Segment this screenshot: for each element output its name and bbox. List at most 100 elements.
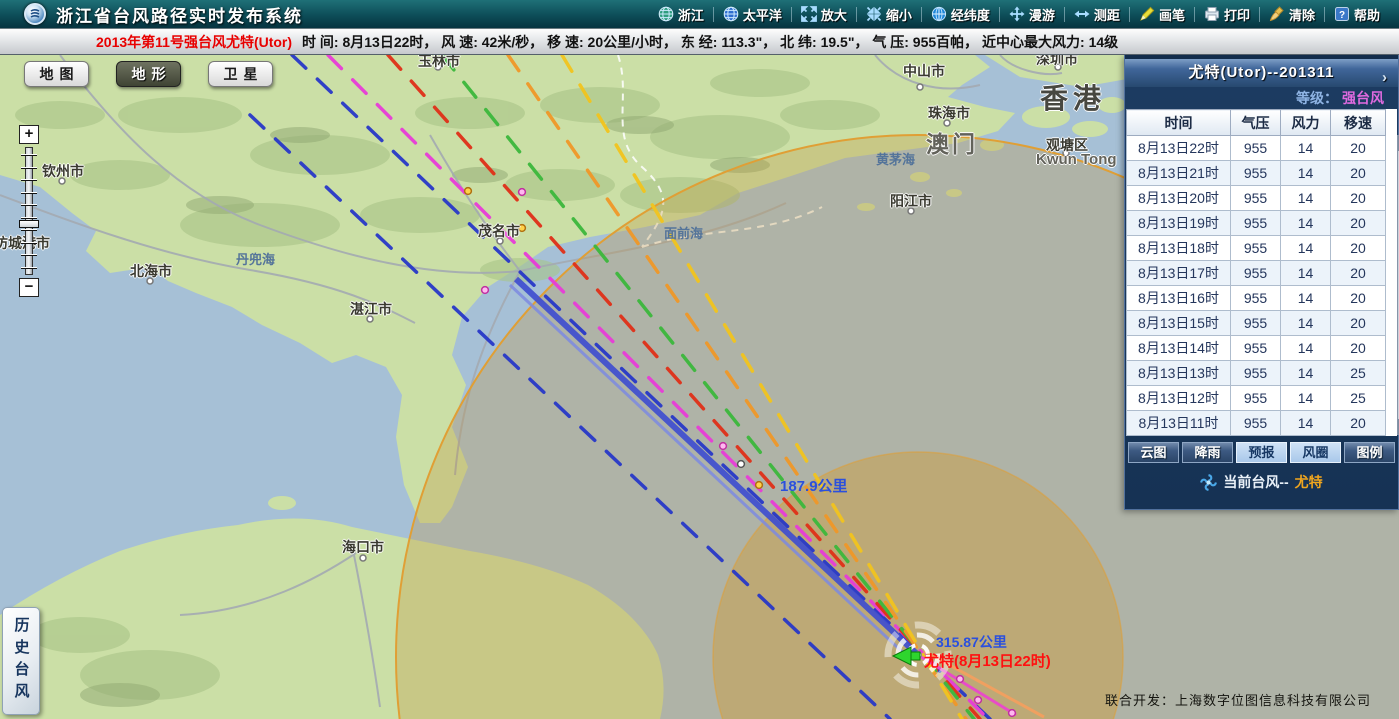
toolbar-button-zoom-in[interactable]: 放大 — [792, 0, 856, 28]
zoom-tick — [21, 216, 37, 219]
toolbar-button-label: 打印 — [1223, 7, 1250, 23]
table-cell: 14 — [1280, 285, 1331, 311]
tab-风圈[interactable]: 风圈 — [1290, 442, 1341, 463]
table-column-header: 气压 — [1230, 109, 1281, 136]
toolbar-button-label: 放大 — [820, 7, 847, 23]
toolbar-separator — [1258, 6, 1260, 22]
tab-降雨[interactable]: 降雨 — [1182, 442, 1233, 463]
table-cell: 20 — [1330, 210, 1386, 236]
toolbar-button-globe-green[interactable]: 浙江 — [649, 0, 713, 28]
tab-云图[interactable]: 云图 — [1128, 442, 1179, 463]
table-row[interactable]: 8月13日11时 955 14 20 — [1126, 410, 1386, 436]
map-type-button-地形[interactable]: 地形 — [116, 61, 181, 87]
zoom-slider[interactable] — [19, 147, 39, 275]
zoom-tick — [21, 166, 37, 169]
table-cell: 955 — [1230, 360, 1281, 386]
zoom-out-button[interactable]: − — [19, 278, 39, 297]
table-row[interactable]: 8月13日17时 955 14 20 — [1126, 260, 1386, 286]
table-cell: 955 — [1230, 285, 1281, 311]
toolbar-button-clear[interactable]: 清除 — [1260, 0, 1324, 28]
table-cell: 14 — [1280, 185, 1331, 211]
table-cell: 25 — [1330, 385, 1386, 411]
toolbar-separator — [712, 6, 714, 22]
table-cell: 955 — [1230, 385, 1281, 411]
table-row[interactable]: 8月13日15时 955 14 20 — [1126, 310, 1386, 336]
toolbar-separator — [1128, 6, 1130, 22]
globe-blue-icon — [723, 6, 739, 22]
map-viewport[interactable]: 玉林市 中山市 深圳市 香港 珠海市 澳门 观塘区 Kwun Tong 黄茅海 阳江市 面前海 茂名市… — [0, 55, 1399, 719]
map-label: 中山市 — [903, 63, 945, 79]
zoom-out-icon — [866, 6, 882, 22]
toolbar-button-globe-blue[interactable]: 太平洋 — [714, 0, 791, 28]
map-label: 海口市 — [342, 539, 384, 555]
table-column-header: 移速 — [1330, 109, 1386, 136]
map-type-button-卫星[interactable]: 卫星 — [208, 61, 273, 87]
forecast-track-green — [440, 55, 976, 719]
table-row[interactable]: 8月13日20时 955 14 20 — [1126, 185, 1386, 211]
toolbar-button-zoom-out[interactable]: 缩小 — [857, 0, 921, 28]
table-cell: 8月13日17时 — [1126, 260, 1231, 286]
typhoon-sidebar: 尤特(Utor)--201311 › 等级： 强台风 时间 气压 风力 移速 8月13… — [1124, 55, 1399, 510]
toolbar-button-pan[interactable]: 漫游 — [1000, 0, 1064, 28]
tab-图例[interactable]: 图例 — [1344, 442, 1395, 463]
table-row[interactable]: 8月13日18时 955 14 20 — [1126, 235, 1386, 261]
table-row[interactable]: 8月13日21时 955 14 20 — [1126, 160, 1386, 186]
zoom-in-button[interactable]: + — [19, 125, 39, 144]
table-row[interactable]: 8月13日14时 955 14 20 — [1126, 335, 1386, 361]
table-cell: 14 — [1280, 260, 1331, 286]
map-label: 钦州市 — [42, 163, 84, 179]
zoom-in-icon — [800, 6, 817, 22]
toolbar-button-label: 测距 — [1093, 7, 1120, 23]
table-cell: 8月13日21时 — [1126, 160, 1231, 186]
typhoon-table-wrap: 时间 气压 风力 移速 8月13日22时 955 14 20 8月13日21时 955 14 20 8… — [1126, 109, 1399, 436]
toolbar-button-print[interactable]: 打印 — [1195, 0, 1259, 28]
table-cell: 14 — [1280, 410, 1331, 436]
tab-预报[interactable]: 预报 — [1236, 442, 1287, 463]
table-cell: 25 — [1330, 360, 1386, 386]
app-logo-icon — [24, 3, 46, 25]
table-cell: 8月13日18时 — [1126, 235, 1231, 261]
typhoon-details: 时 间: 8月13日22时， 风 速: 42米/秒， 移 速: 20公里/小时，… — [302, 33, 1119, 50]
forecast-track-orange — [506, 55, 968, 719]
mainland — [0, 55, 1015, 523]
toolbar-separator — [1063, 6, 1065, 22]
latlng-icon — [931, 6, 947, 22]
table-row[interactable]: 8月13日16时 955 14 20 — [1126, 285, 1386, 311]
table-cell: 955 — [1230, 260, 1281, 286]
toolbar-button-latlng[interactable]: 经纬度 — [922, 0, 999, 28]
zoom-tick — [21, 191, 37, 194]
table-cell: 20 — [1330, 185, 1386, 211]
sidebar-collapse-icon[interactable]: › — [1382, 69, 1388, 86]
table-cell: 14 — [1280, 235, 1331, 261]
zoom-control: + − — [18, 125, 40, 297]
current-typhoon-row: 当前台风-- 尤特 — [1125, 467, 1398, 497]
table-row[interactable]: 8月13日22时 955 14 20 — [1126, 135, 1386, 161]
map-type-button-地图[interactable]: 地图 — [24, 61, 89, 87]
zoom-tick — [21, 241, 37, 244]
measure-icon — [1074, 6, 1090, 22]
table-cell: 8月13日16时 — [1126, 285, 1231, 311]
table-cell: 14 — [1280, 385, 1331, 411]
toolbar-button-help[interactable]: ? 帮助 — [1325, 0, 1389, 28]
toolbar-button-pen[interactable]: 画笔 — [1130, 0, 1194, 28]
print-icon — [1204, 6, 1220, 22]
table-cell: 14 — [1280, 210, 1331, 236]
table-row[interactable]: 8月13日12时 955 14 25 — [1126, 385, 1386, 411]
toolbar-button-measure[interactable]: 测距 — [1065, 0, 1129, 28]
map-label: 珠海市 — [928, 105, 970, 121]
toolbar-button-label: 缩小 — [885, 7, 912, 23]
past-track-orange — [923, 649, 1045, 719]
map-label: 北海市 — [130, 263, 172, 279]
table-cell: 14 — [1280, 360, 1331, 386]
history-typhoon-tab[interactable]: 历史台风 — [2, 607, 40, 715]
top-header: 浙江省台风路径实时发布系统 浙江 太平洋 放大 缩小 经纬度 漫游 测距 画笔 打印 清除? 帮助 — [0, 0, 1399, 28]
table-cell: 8月13日19时 — [1126, 210, 1231, 236]
sidebar-title-bar: 尤特(Utor)--201311 › — [1125, 55, 1398, 87]
zoom-slider-handle[interactable] — [19, 220, 39, 228]
table-row[interactable]: 8月13日19时 955 14 20 — [1126, 210, 1386, 236]
table-row[interactable]: 8月13日13时 955 14 25 — [1126, 360, 1386, 386]
map-type-buttons: 地图 地形 卫星 — [24, 61, 273, 87]
zoom-tick — [21, 254, 37, 256]
pen-icon — [1139, 6, 1155, 22]
